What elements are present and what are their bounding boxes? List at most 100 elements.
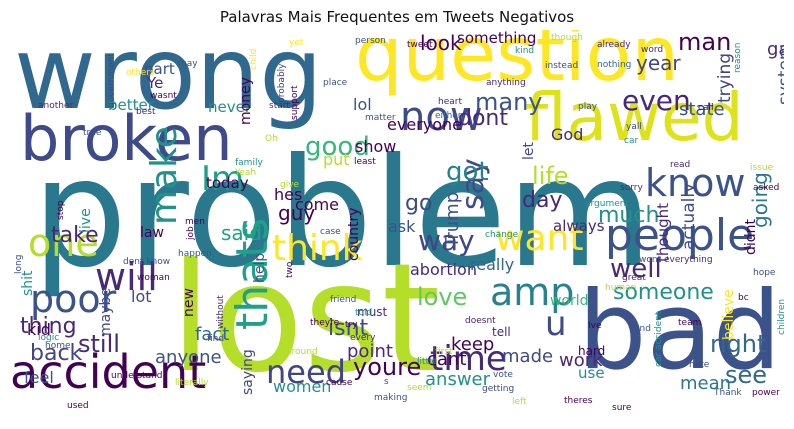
word-getting: getting [482, 384, 514, 394]
word-stop: stop [56, 200, 66, 220]
word-reason: reason [733, 43, 743, 73]
word-told: told [355, 308, 372, 318]
word-game: game [767, 39, 784, 60]
word-guy: guy [278, 201, 315, 225]
word-cause: cause [326, 378, 353, 388]
word-long: long [14, 255, 24, 274]
word-car-accident: car accident [654, 311, 664, 367]
word-look: look [420, 31, 462, 55]
word-call: call [698, 103, 713, 113]
word-human: human [605, 283, 636, 293]
word-find: find [207, 334, 224, 344]
word-take: take [51, 223, 99, 248]
word-kid: kid [27, 320, 51, 339]
word-let: let [521, 141, 537, 160]
word-never: never [208, 98, 252, 116]
word-know: know [645, 161, 745, 205]
word-wasnt: wasnt [150, 91, 177, 101]
word-want: want [495, 218, 583, 259]
word-may: may [178, 59, 198, 69]
word-word: word [641, 45, 663, 55]
word-actually: actually [679, 183, 699, 250]
word-law: law [140, 225, 164, 241]
word-government: government [107, 53, 117, 108]
word-something: something [457, 30, 536, 47]
word-others: others [126, 68, 155, 78]
word-bad: bad [578, 269, 781, 394]
word-family: family [235, 158, 263, 168]
word-s: s [384, 377, 389, 387]
word-one: one [28, 221, 99, 265]
word-shit: shit [20, 270, 36, 296]
word-system: system [775, 44, 784, 105]
word-now: now [400, 94, 483, 140]
word-instead: instead [545, 61, 578, 71]
word-anyone: anyone [155, 347, 222, 368]
word-mean: mean [680, 373, 731, 394]
word-person: person [355, 36, 386, 46]
word-isnt: isnt [328, 316, 369, 341]
word-part: part [144, 60, 175, 78]
word-use: use [578, 364, 605, 382]
word-broken: broken [20, 102, 233, 175]
word-someone: someone [613, 280, 714, 305]
word-say: say [456, 158, 491, 210]
word-end: end [634, 324, 651, 334]
word-try: try [345, 320, 358, 330]
word-true: true [83, 128, 102, 138]
word-least: least [354, 157, 376, 167]
word-place: place [323, 78, 348, 88]
word-happen: happen [178, 249, 212, 259]
word-made: made [502, 346, 553, 367]
word-everything: everything [664, 255, 713, 265]
word-youre: youre [353, 353, 421, 381]
word-help: help [252, 253, 268, 283]
word-trump: Trump [442, 192, 463, 249]
word-well: well [610, 254, 662, 284]
word-poor: poor [30, 277, 117, 321]
word-time: time [430, 339, 507, 379]
word-probably: probably [277, 63, 287, 103]
word-men: men [185, 217, 205, 227]
word-women: women [273, 377, 331, 396]
word-understand: understand [111, 371, 163, 381]
word-always: always [553, 217, 605, 235]
word-life: life [532, 162, 569, 190]
word-two: two [285, 261, 295, 278]
word-dont: dont [458, 106, 508, 131]
word-lost: lost [170, 232, 440, 406]
word-case: case [320, 227, 341, 237]
word-back: back [30, 341, 83, 366]
word-right: right [710, 330, 766, 358]
word-making: making [374, 393, 407, 403]
word-go: go [405, 191, 432, 216]
word-good: good [305, 132, 370, 162]
word-man: man [678, 30, 731, 56]
word-lot: lot [131, 287, 152, 306]
word-already: already [597, 40, 631, 50]
word-fact: fact [195, 324, 229, 345]
word-sure: sure [612, 403, 632, 413]
word-power: power [752, 388, 780, 398]
word-question: question [355, 30, 679, 98]
word-though: though [551, 33, 583, 43]
word-left: left [512, 397, 527, 407]
word-still: still [78, 330, 120, 358]
word-got: got [446, 157, 489, 187]
word-issue: issue [750, 163, 774, 173]
word-need: need [266, 353, 346, 391]
chart-title: Palavras Mais Frequentes em Tweets Negat… [219, 8, 575, 26]
word-hate: hate [689, 360, 710, 370]
word-play: play [578, 102, 598, 112]
word-think: think [272, 228, 363, 269]
word-without: without [216, 295, 226, 329]
word-year: year [636, 51, 681, 75]
word-keep: keep [451, 334, 494, 355]
word-used: used [67, 401, 89, 411]
word-must: must [357, 305, 388, 319]
word-way: way [418, 224, 475, 257]
word-read: read [670, 160, 690, 170]
word-wrong: wrong [14, 30, 323, 132]
word-today: today [206, 174, 249, 192]
word-answer: answer [425, 369, 491, 390]
